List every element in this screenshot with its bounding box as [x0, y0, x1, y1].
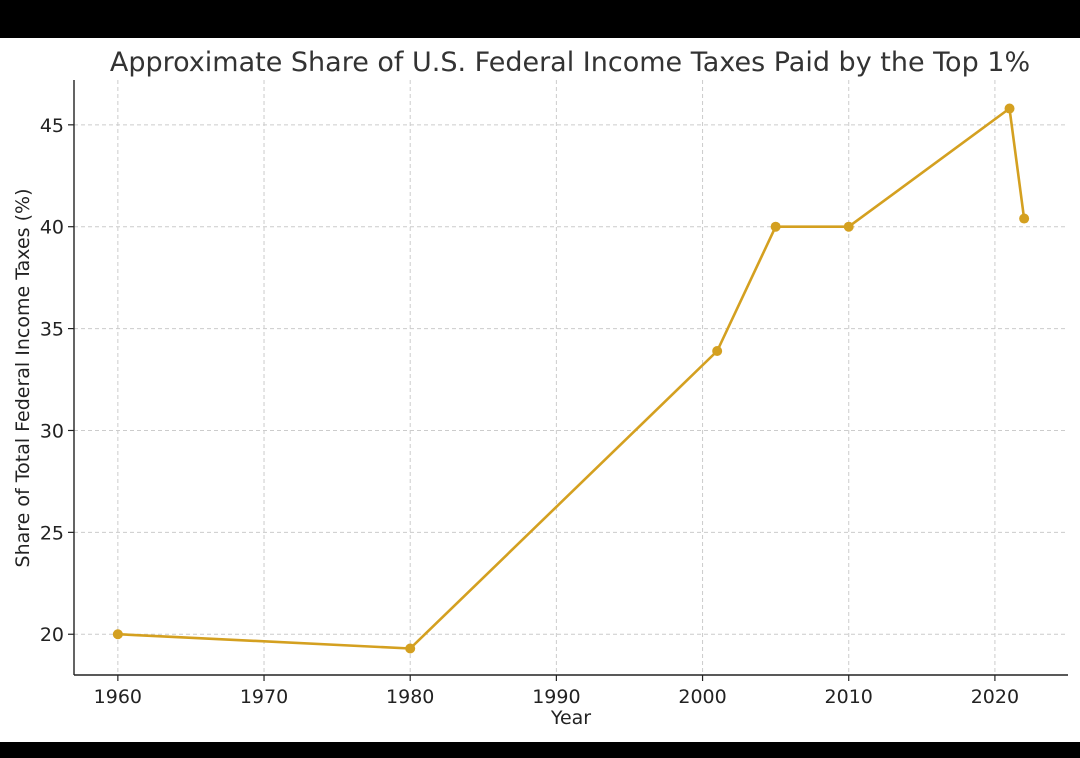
y-tick-label: 45: [40, 115, 64, 137]
x-tick-label: 1980: [386, 686, 434, 708]
data-point: [770, 221, 781, 232]
chart-canvas: Approximate Share of U.S. Federal Income…: [0, 38, 1080, 742]
x-axis-title: Year: [550, 707, 591, 729]
y-tick-label: 35: [40, 319, 64, 341]
chart-title: Approximate Share of U.S. Federal Income…: [110, 47, 1030, 78]
data-point: [712, 346, 723, 357]
line-chart: Approximate Share of U.S. Federal Income…: [12, 47, 1068, 729]
axes: [73, 80, 1068, 676]
y-tick-label: 40: [40, 217, 64, 239]
data-point: [405, 643, 416, 654]
x-ticks: 1960 1970 1980 1990 2000 2010 2020: [94, 675, 1019, 708]
y-tick-label: 30: [40, 420, 64, 442]
x-tick-label: 2010: [825, 686, 873, 708]
data-point: [112, 629, 123, 640]
series-line: [117, 107, 1026, 650]
x-tick-label: 1960: [94, 686, 142, 708]
y-tick-label: 20: [40, 624, 64, 646]
x-tick-label: 2000: [678, 686, 726, 708]
data-point: [1004, 103, 1015, 114]
grid: [74, 80, 1068, 675]
series-layer: [112, 103, 1030, 654]
x-tick-label: 2020: [971, 686, 1019, 708]
y-axis-title: Share of Total Federal Income Taxes (%): [12, 189, 34, 568]
y-tick-label: 25: [40, 522, 64, 544]
x-tick-label: 1990: [532, 686, 580, 708]
data-point: [1019, 213, 1030, 224]
y-ticks: 20 25 30 35 40 45: [40, 115, 74, 646]
x-tick-label: 1970: [240, 686, 288, 708]
data-point: [843, 221, 854, 232]
